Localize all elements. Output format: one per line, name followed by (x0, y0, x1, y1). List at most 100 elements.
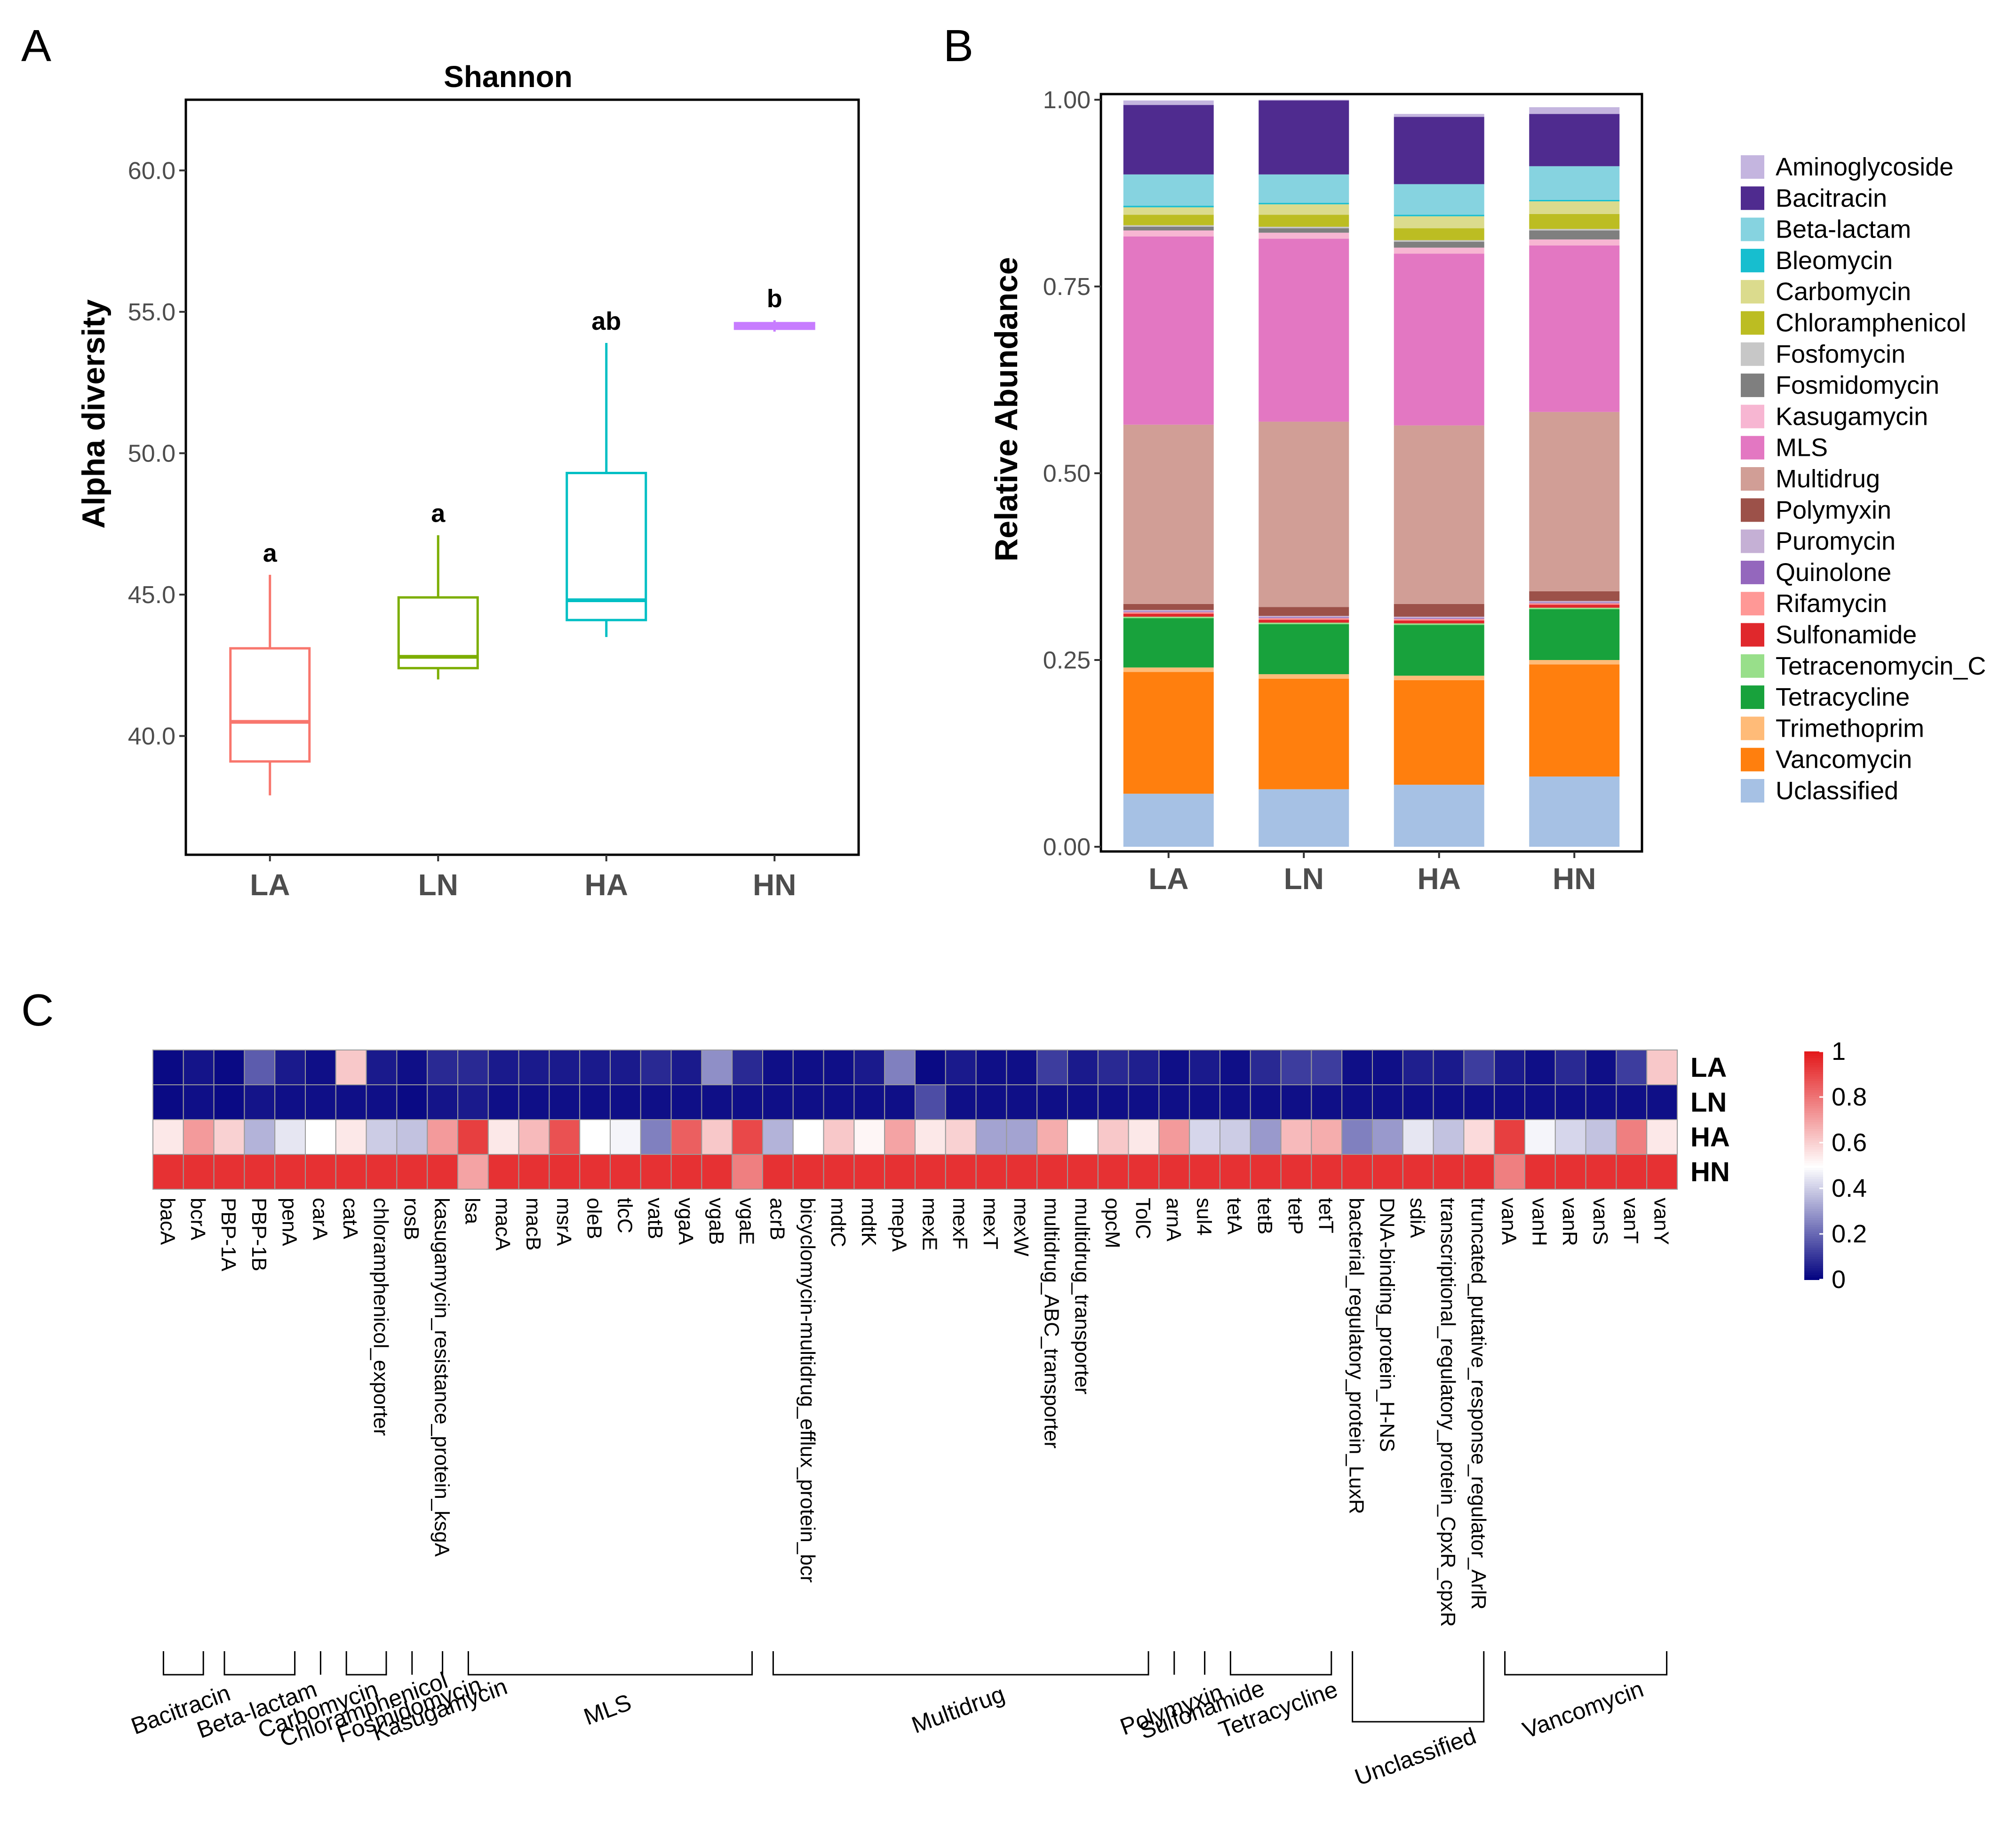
bar-segment (1529, 602, 1620, 604)
heat-cell (1341, 1154, 1373, 1190)
colorbar-step (1804, 1099, 1823, 1102)
heat-cell (1402, 1119, 1434, 1155)
heat-cell (183, 1154, 215, 1190)
colorbar-step (1804, 1268, 1823, 1271)
bar-segment (1529, 107, 1620, 114)
colorbar-step (1804, 1225, 1823, 1228)
heat-cell (1311, 1154, 1343, 1190)
bar-segment (1394, 184, 1484, 215)
legend-label: Tetracenomycin_C (1776, 652, 1986, 680)
bar-segment (1259, 607, 1349, 616)
colorbar-tick-label: 0.2 (1832, 1220, 1867, 1248)
colorbar-tick-label: 0.4 (1832, 1174, 1867, 1202)
heat-cell (1280, 1050, 1312, 1085)
colorbar-step (1804, 1097, 1823, 1100)
heat-cell (1097, 1154, 1129, 1190)
legend-swatch (1741, 685, 1764, 709)
colorbar-step (1804, 1168, 1823, 1171)
colorbar-step (1804, 1115, 1823, 1118)
heat-cell (335, 1154, 367, 1190)
box-LN (397, 596, 479, 669)
heat-cell (1219, 1084, 1251, 1120)
heat-cell (1463, 1119, 1495, 1155)
heat-column-label: mexT (979, 1198, 1002, 1249)
colorbar-tick-label: 1 (1832, 1037, 1846, 1066)
panel-label-b: B (943, 21, 973, 71)
colorbar-step (1804, 1181, 1823, 1185)
colorbar-step (1804, 1238, 1823, 1241)
heat-column-label: tetA (1223, 1198, 1246, 1235)
heat-cell (274, 1084, 306, 1120)
legend-swatch (1741, 374, 1764, 398)
bar-segment (1394, 676, 1484, 680)
colorbar-step (1804, 1072, 1823, 1075)
heat-cell (579, 1050, 611, 1085)
heat-cell (853, 1154, 885, 1190)
panel-a-boxplot: Shannon Alpha diversity 40.0 45.0 50.0 55.0… (76, 60, 860, 902)
bar-segment (1123, 616, 1214, 619)
panel-c-heatmap: LA LN HA HN bacA bcrA PBP-1A PBP-1B penA carA catA… (127, 1037, 1867, 1790)
heat-cell (1646, 1154, 1678, 1190)
heat-cell (1585, 1050, 1617, 1085)
heat-column-label: TolC (1132, 1198, 1155, 1239)
panel-label-c: C (21, 985, 54, 1035)
heat-cell (1433, 1119, 1465, 1155)
heat-cell (1341, 1119, 1373, 1155)
colorbar-step (1804, 1088, 1823, 1091)
bar-segment (1529, 412, 1620, 591)
heat-cell (1158, 1084, 1190, 1120)
heat-column-label: mexF (948, 1198, 972, 1249)
heat-cell (1158, 1119, 1190, 1155)
colorbar-step (1804, 1138, 1823, 1141)
bar-segment (1123, 424, 1214, 604)
bar-segment (1259, 421, 1349, 607)
heat-cell (1189, 1050, 1220, 1085)
heat-column-label: carA (308, 1198, 331, 1241)
colorbar-step (1804, 1152, 1823, 1155)
heat-cell (1128, 1084, 1160, 1120)
heat-cell (945, 1050, 977, 1085)
heat-column-label: vgaA (674, 1198, 697, 1245)
heat-cell (549, 1050, 581, 1085)
colorbar-step (1804, 1275, 1823, 1278)
group-bracket (467, 1651, 753, 1676)
heat-cell (152, 1154, 184, 1190)
colorbar-step (1804, 1108, 1823, 1112)
heat-cell (1463, 1154, 1495, 1190)
heat-column-label: tetB (1253, 1198, 1276, 1234)
legend-swatch (1741, 248, 1764, 272)
group-bracket (772, 1651, 1149, 1676)
heat-cell (1494, 1119, 1525, 1155)
significance-label: a (431, 500, 446, 528)
colorbar-step (1804, 1254, 1823, 1257)
bar-segment (1123, 794, 1214, 847)
heat-column-label: sul4 (1193, 1198, 1216, 1236)
heat-cell (427, 1154, 459, 1190)
colorbar-step (1804, 1143, 1823, 1145)
heat-column-label: vatB (644, 1198, 667, 1239)
bar-segment (1259, 617, 1349, 619)
y-tick-label: 45.0 (128, 581, 175, 609)
heat-cell (244, 1119, 276, 1155)
heat-cell (1463, 1084, 1495, 1120)
group-bracket (1229, 1651, 1332, 1676)
bar-segment (1123, 236, 1214, 425)
bar-segment (1394, 216, 1484, 229)
heatmap-colorbar: 0 0.2 0.4 0.6 0.8 1 (1804, 1037, 1867, 1294)
heat-cell (610, 1154, 641, 1190)
heat-cell (610, 1119, 641, 1155)
legend-label: Bleomycin (1776, 247, 1893, 275)
group-label: Unclassified (1351, 1723, 1479, 1791)
heat-cell (762, 1119, 794, 1155)
heat-cell (1250, 1154, 1282, 1190)
legend-label: Tetracycline (1776, 683, 1910, 711)
legend-label: Multidrug (1776, 465, 1880, 493)
heat-cell (640, 1084, 672, 1120)
colorbar-step (1804, 1186, 1823, 1189)
bar-segment (1529, 166, 1620, 200)
x-category-label: LN (1284, 862, 1324, 896)
heat-cell (762, 1050, 794, 1085)
heat-cell (1524, 1119, 1556, 1155)
heat-cell (823, 1119, 855, 1155)
